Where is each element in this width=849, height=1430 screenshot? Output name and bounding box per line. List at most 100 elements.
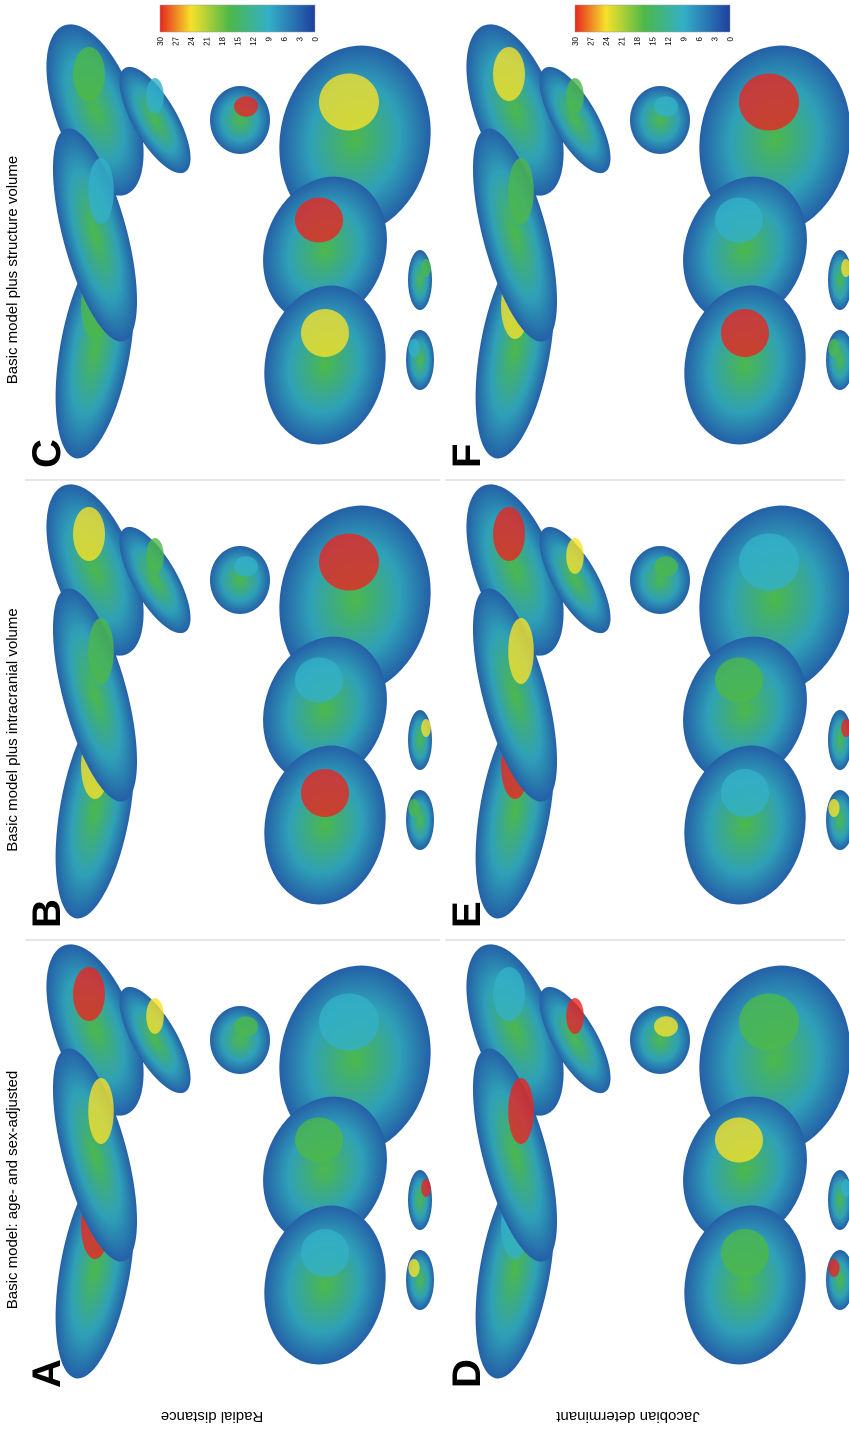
structure-patch	[73, 967, 105, 1021]
structure-patch	[421, 719, 431, 737]
structure-patch	[408, 339, 419, 357]
structure-patch	[301, 309, 349, 357]
structure-patch	[493, 507, 525, 561]
structure-patch	[421, 1179, 431, 1197]
structure	[630, 86, 690, 154]
figure: Radial distance Jacobian determinant ABa…	[0, 0, 849, 1430]
structure-patch	[88, 1078, 114, 1144]
row-label: Jacobian determinant	[555, 1408, 699, 1425]
structure-patch	[566, 78, 584, 114]
structure-patch	[739, 994, 799, 1051]
structure-patch	[828, 339, 839, 357]
structure	[826, 1250, 849, 1310]
colorbar-tick-label: 12	[249, 36, 258, 45]
panel-letter: F	[445, 444, 489, 468]
structure-patch	[88, 158, 114, 224]
colorbar-tick-label: 30	[156, 36, 165, 45]
structure-patch	[319, 994, 379, 1051]
structure	[828, 710, 849, 770]
colorbar	[160, 5, 315, 32]
panel-title: Basic model plus structure volume	[4, 156, 21, 384]
structure-patch	[301, 1229, 349, 1277]
structure-patch	[421, 259, 431, 277]
structure-patch	[408, 1259, 419, 1277]
structure-patch	[566, 538, 584, 574]
structure	[210, 1006, 270, 1074]
structure-patch	[493, 47, 525, 101]
panel-title: Basic model: age- and sex-adjusted	[4, 1071, 21, 1309]
panel-letter: E	[445, 901, 489, 928]
structure	[210, 546, 270, 614]
structure-patch	[146, 78, 164, 114]
structure-patch	[88, 618, 114, 684]
structure-patch	[715, 1118, 763, 1163]
structure-patch	[295, 658, 343, 703]
structure	[672, 276, 818, 454]
structure-patch	[234, 96, 258, 116]
colorbar-tick-label: 6	[280, 36, 289, 41]
structure-patch	[721, 1229, 769, 1277]
structure-patch	[146, 998, 164, 1034]
structure	[826, 330, 849, 390]
colorbar-tick-label: 0	[311, 36, 320, 41]
structure	[252, 276, 398, 454]
structure-patch	[146, 538, 164, 574]
colorbar-tick-label: 3	[711, 36, 720, 41]
colorbar-tick-label: 3	[296, 36, 305, 41]
colorbar	[575, 5, 730, 32]
structure-patch	[295, 198, 343, 243]
colorbar-tick-label: 12	[664, 36, 673, 45]
structure	[408, 710, 432, 770]
structure	[252, 736, 398, 914]
structure-patch	[566, 998, 584, 1034]
structure	[406, 1250, 434, 1310]
structure-patch	[234, 1016, 258, 1036]
colorbar-tick-label: 21	[618, 36, 627, 45]
structure	[672, 1196, 818, 1374]
structure-patch	[295, 1118, 343, 1163]
structure	[630, 546, 690, 614]
structure-patch	[508, 1078, 534, 1144]
structure-patch	[654, 1016, 678, 1036]
structure-patch	[828, 799, 839, 817]
structure	[828, 250, 849, 310]
colorbar-tick-label: 15	[234, 36, 243, 45]
structure-patch	[715, 658, 763, 703]
structure-patch	[73, 507, 105, 561]
structure-patch	[654, 556, 678, 576]
colorbar-tick-label: 6	[695, 36, 704, 41]
colorbar-tick-label: 24	[187, 36, 196, 45]
structure	[210, 86, 270, 154]
structure-patch	[508, 158, 534, 224]
colorbar-tick-label: 0	[726, 36, 735, 41]
colorbar-tick-label: 9	[265, 36, 274, 41]
colorbar-tick-label: 15	[649, 36, 658, 45]
structure	[252, 1196, 398, 1374]
structure	[408, 1170, 432, 1230]
structure	[406, 790, 434, 850]
colorbar-tick-label: 18	[218, 36, 227, 45]
structure	[672, 736, 818, 914]
panel-letter: B	[25, 899, 69, 928]
structure-patch	[721, 769, 769, 817]
panel-letter: A	[25, 1359, 69, 1388]
structure	[630, 1006, 690, 1074]
structure-patch	[508, 618, 534, 684]
colorbar-tick-label: 24	[602, 36, 611, 45]
structure-patch	[739, 74, 799, 131]
structure-patch	[319, 74, 379, 131]
structure-patch	[654, 96, 678, 116]
structure-patch	[234, 556, 258, 576]
panel-title: Basic model plus intracranial volume	[4, 608, 21, 851]
colorbar-tick-label: 9	[680, 36, 689, 41]
structure-patch	[408, 799, 419, 817]
panel-letter: D	[445, 1359, 489, 1388]
colorbar-tick-label: 27	[587, 36, 596, 45]
structure-patch	[721, 309, 769, 357]
structure	[826, 790, 849, 850]
panel-letter: C	[25, 439, 69, 468]
structure-patch	[301, 769, 349, 817]
colorbar-tick-label: 27	[172, 36, 181, 45]
structure	[828, 1170, 849, 1230]
structure-patch	[319, 534, 379, 591]
